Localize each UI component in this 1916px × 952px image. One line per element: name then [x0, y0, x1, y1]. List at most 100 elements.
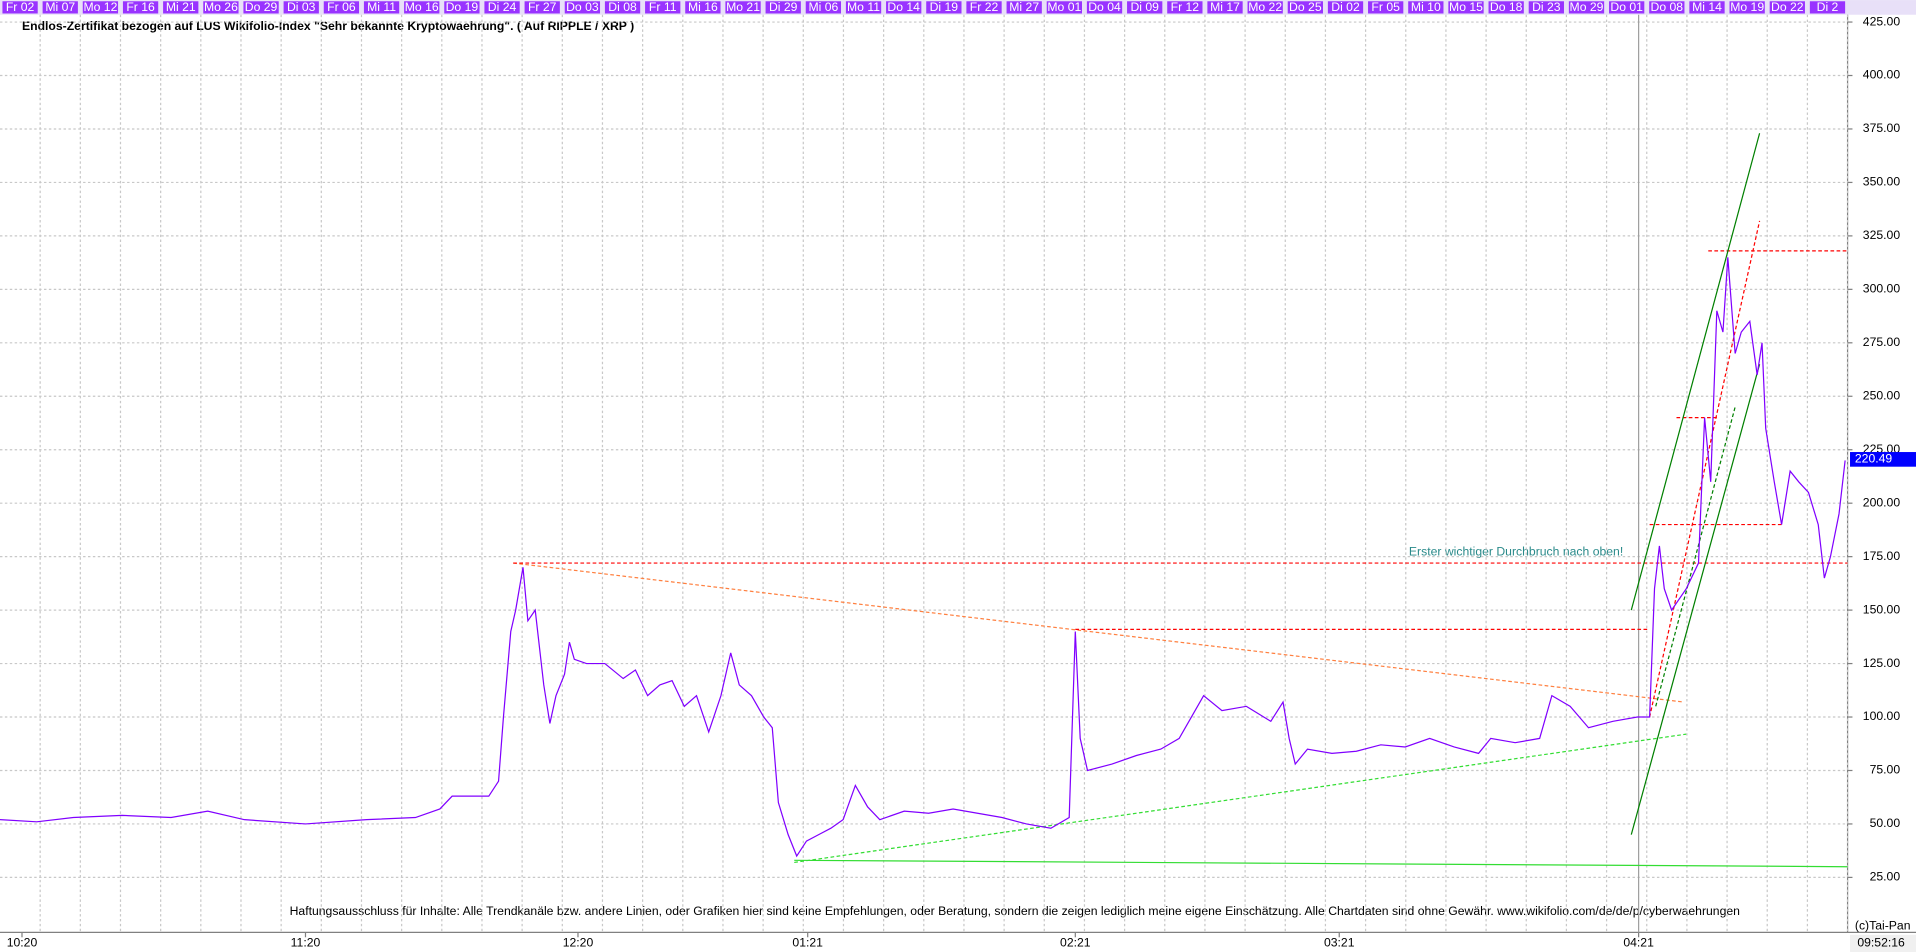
price-line	[0, 257, 1846, 858]
date-box	[1488, 1, 1524, 14]
date-label: Mo 16	[405, 0, 439, 14]
y-tick-label: 275.00	[1863, 335, 1901, 349]
date-box	[805, 1, 842, 14]
date-label: Mo 26	[204, 0, 238, 14]
date-box	[765, 1, 801, 14]
x-tick-label: 04:21	[1623, 936, 1654, 950]
date-box	[122, 1, 159, 14]
time: 09:52:16	[1857, 936, 1905, 950]
date-label: Mo 12	[83, 0, 117, 14]
date-label: Di 02	[1331, 0, 1360, 14]
x-tick-label: 02:21	[1060, 936, 1091, 950]
date-label: Mi 17	[1210, 0, 1240, 14]
date-label: Do 19	[446, 0, 479, 14]
date-label: Fr 02	[6, 0, 35, 14]
date-box	[1287, 1, 1323, 14]
date-label: Di 03	[287, 0, 316, 14]
date-label: Mo 19	[1730, 0, 1764, 14]
y-tick-label: 75.00	[1870, 763, 1901, 777]
date-box	[1528, 1, 1564, 14]
date-label: Di 08	[608, 0, 637, 14]
y-tick-label: 300.00	[1863, 282, 1901, 296]
date-box	[926, 1, 962, 14]
date-box	[604, 1, 641, 14]
x-tick-label: 03:21	[1324, 936, 1355, 950]
trend-line	[794, 859, 1848, 868]
date-box	[243, 1, 279, 14]
date-label: Mi 06	[808, 0, 838, 14]
last-price-box	[1850, 452, 1916, 467]
date-box	[725, 1, 761, 14]
y-tick-label: 400.00	[1863, 68, 1901, 82]
x-tick-label: 12:20	[563, 936, 594, 950]
date-label: Do 22	[1771, 0, 1804, 14]
date-label: Mo 01	[1047, 0, 1081, 14]
date-box	[845, 1, 882, 14]
date-box	[444, 1, 480, 14]
date-label: Do 03	[566, 0, 599, 14]
y-tick-label: 325.00	[1863, 228, 1901, 242]
annotation: Erster wichtiger Durchbruch nach oben!	[1409, 545, 1623, 559]
trend-line	[1630, 133, 1761, 611]
date-box	[404, 1, 440, 14]
date-box	[645, 1, 681, 14]
y-tick-label: 425.00	[1863, 14, 1901, 28]
trend-line	[794, 733, 1687, 864]
date-box	[1609, 1, 1645, 14]
date-box	[2, 1, 38, 14]
date-label: Do 18	[1490, 0, 1523, 14]
date-label: Fr 12	[1171, 0, 1200, 14]
date-box	[1327, 1, 1364, 14]
date-box	[1769, 1, 1805, 14]
date-label: Di 2	[1817, 0, 1839, 14]
x-tick-label: 01:21	[792, 936, 823, 950]
trend-line	[513, 562, 1684, 703]
date-box	[1448, 1, 1484, 14]
disclaimer: Haftungsausschluss für Inhalte: Alle Tre…	[290, 904, 1740, 918]
date-label: Fr 06	[327, 0, 356, 14]
y-tick-label: 350.00	[1863, 175, 1901, 189]
date-box	[1568, 1, 1605, 14]
date-box	[1689, 1, 1725, 14]
date-box	[966, 1, 1002, 14]
date-label: Mi 14	[1692, 0, 1722, 14]
date-label: Do 29	[245, 0, 278, 14]
date-box	[524, 1, 560, 14]
date-label: Di 24	[488, 0, 517, 14]
date-label: Fr 27	[528, 0, 557, 14]
date-box	[1729, 1, 1765, 14]
x-tick-label: 11:20	[291, 936, 321, 950]
date-box	[564, 1, 601, 14]
y-tick-label: 200.00	[1863, 495, 1901, 509]
y-tick-label: 375.00	[1863, 121, 1901, 135]
y-tick-label: 175.00	[1863, 549, 1901, 563]
date-box	[886, 1, 922, 14]
date-label: Mi 11	[367, 0, 396, 14]
date-label: Mo 29	[1570, 0, 1604, 14]
date-label: Mo 21	[726, 0, 760, 14]
date-label: Mo 15	[1449, 0, 1483, 14]
date-label: Fr 16	[126, 0, 155, 14]
date-box	[1408, 1, 1444, 14]
date-box	[1368, 1, 1404, 14]
copyright: (c)Tai-Pan	[1855, 919, 1911, 933]
chart-title: Endlos-Zertifikat bezogen auf LUS Wikifo…	[22, 19, 634, 33]
date-label: Di 23	[1532, 0, 1561, 14]
y-tick-label: 50.00	[1870, 816, 1901, 830]
date-box	[1127, 1, 1163, 14]
date-label: Mi 10	[1411, 0, 1441, 14]
date-box	[1649, 1, 1685, 14]
date-box	[323, 1, 360, 14]
date-label: Di 09	[1130, 0, 1159, 14]
date-label: Mi 27	[1009, 0, 1039, 14]
date-box	[1809, 1, 1846, 14]
last-price-label: 220.49	[1855, 452, 1893, 466]
time-box	[1850, 934, 1916, 952]
date-box	[283, 1, 319, 14]
trend-line	[1655, 406, 1736, 707]
date-label: Do 25	[1289, 0, 1322, 14]
date-box	[1207, 1, 1243, 14]
